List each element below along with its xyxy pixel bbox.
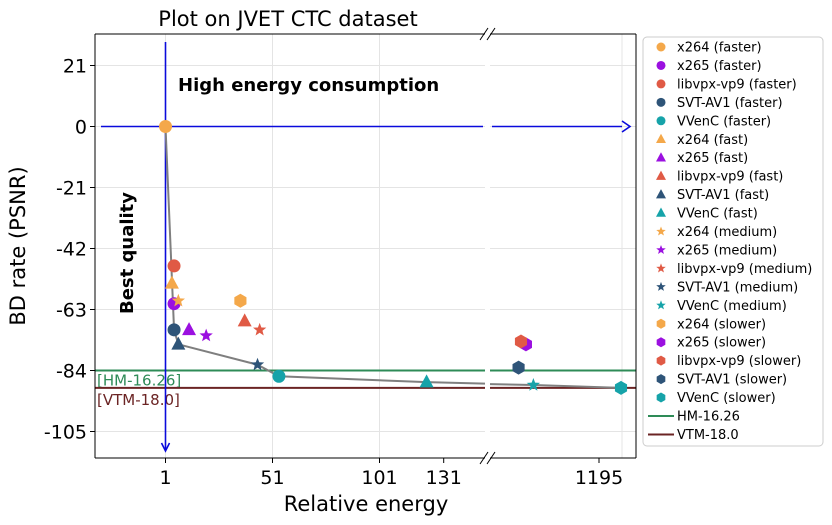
y-tick-label-2: -21: [56, 178, 87, 200]
legend-marker-4: [656, 116, 666, 126]
legend-label-4: VVenC (faster): [677, 114, 771, 129]
legend-marker-18: [656, 374, 666, 385]
data-point-2: [167, 259, 181, 273]
chart-title: Plot on JVET CTC dataset: [158, 7, 417, 31]
data-point-15: [234, 293, 247, 308]
data-point-14: [526, 378, 541, 391]
legend-marker-8: [656, 189, 666, 199]
legend-label-2: libvpx-vp9 (faster): [677, 77, 797, 92]
legend-ref-label-1: VTM-18.0: [677, 428, 739, 443]
y-tick-label-5: -84: [56, 361, 87, 383]
data-point-13: [250, 357, 265, 371]
legend-marker-9: [656, 207, 666, 217]
legend-marker-14: [656, 300, 666, 310]
legend-marker-15: [656, 318, 666, 329]
data-point-10: [171, 293, 185, 307]
data-point-5: [164, 275, 179, 289]
x-tick-label-2: 101: [361, 467, 397, 489]
y-tick-label-6: -105: [44, 422, 87, 444]
legend-label-7: libvpx-vp9 (fast): [677, 170, 783, 185]
reference-label-0: [HM-16.26]: [97, 372, 181, 390]
legend-marker-6: [656, 152, 666, 162]
y-tick-label-1: 0: [75, 117, 87, 139]
break-mark-right-0: [486, 27, 496, 41]
data-point-7: [237, 313, 252, 327]
legend-label-12: libvpx-vp9 (medium): [677, 262, 812, 277]
break-mark-left-1: [479, 451, 489, 465]
legend-label-5: x264 (fast): [677, 133, 748, 148]
legend-label-19: VVenC (slower): [677, 391, 776, 406]
legend-label-16: x265 (slower): [677, 336, 766, 351]
data-point-6: [182, 322, 197, 336]
x-tick-label-3: 131: [426, 467, 462, 489]
data-point-12: [253, 322, 267, 336]
legend-marker-13: [656, 281, 666, 291]
x-tick-label-0: 1: [159, 467, 171, 489]
legend-label-1: x265 (faster): [677, 59, 762, 74]
pareto-line: [164, 126, 486, 385]
legend-marker-7: [656, 170, 666, 180]
plot-area: [HM-16.26][VTM-18.0] 21 0 -21 -42 -63 -84 -105 1…: [44, 27, 637, 489]
y-tick-label-3: -42: [56, 239, 87, 261]
legend-marker-19: [656, 392, 666, 403]
legend-marker-3: [656, 97, 666, 107]
data-point-8: [171, 336, 186, 350]
data-point-17: [514, 334, 528, 349]
data-point-9: [419, 374, 434, 388]
legend-marker-5: [656, 133, 666, 143]
legend-marker-11: [656, 244, 666, 254]
legend-label-10: x264 (medium): [677, 225, 777, 240]
data-point-19: [614, 380, 628, 395]
legend-marker-1: [656, 60, 666, 70]
x-axis-label: Relative energy: [284, 492, 449, 516]
legend-marker-17: [656, 355, 666, 366]
legend-label-17: libvpx-vp9 (slower): [677, 354, 801, 369]
legend-label-15: x264 (slower): [677, 317, 766, 332]
legend-marker-2: [656, 79, 666, 89]
y-tick-label-0: 21: [63, 56, 87, 78]
legend-label-9: VVenC (fast): [677, 207, 758, 222]
arrow-head-down: [160, 442, 171, 453]
data-point-3: [167, 323, 181, 337]
legend-marker-16: [656, 337, 666, 348]
legend-label-18: SVT-AV1 (slower): [677, 373, 787, 388]
break-mark-right-1: [486, 451, 496, 465]
legend-label-13: SVT-AV1 (medium): [677, 280, 798, 295]
axis-break-gap: [485, 33, 490, 459]
high-energy-annotation: High energy consumption: [178, 75, 439, 96]
legend-label-8: SVT-AV1 (fast): [677, 188, 769, 203]
data-point-18: [512, 360, 525, 375]
x-tick-label-right-0: 1195: [575, 467, 623, 489]
legend-label-11: x265 (medium): [677, 243, 777, 258]
legend-label-0: x264 (faster): [677, 41, 762, 56]
arrow-head-right: [621, 120, 632, 133]
legend-label-14: VVenC (medium): [677, 299, 787, 314]
legend-label-3: SVT-AV1 (faster): [677, 96, 783, 111]
best-quality-annotation: Best quality: [117, 192, 138, 314]
data-point-11: [199, 328, 213, 342]
reference-label-1: [VTM-18.0]: [97, 391, 180, 409]
y-tick-label-4: -63: [56, 300, 87, 322]
break-mark-left-0: [479, 27, 489, 41]
data-point-0: [159, 120, 172, 133]
legend-marker-12: [656, 263, 666, 273]
x-tick-label-1: 51: [260, 467, 284, 489]
legend-marker-0: [656, 42, 666, 52]
legend-label-6: x265 (fast): [677, 151, 748, 166]
y-axis-label: BD rate (PSNR): [6, 166, 30, 325]
legend-box: [642, 36, 824, 447]
data-point-20: [272, 369, 286, 383]
legend-marker-10: [656, 226, 666, 236]
legend-ref-label-0: HM-16.26: [677, 410, 740, 425]
legend: x264 (faster) x265 (faster) libvpx-vp9 (fa…: [642, 36, 824, 447]
